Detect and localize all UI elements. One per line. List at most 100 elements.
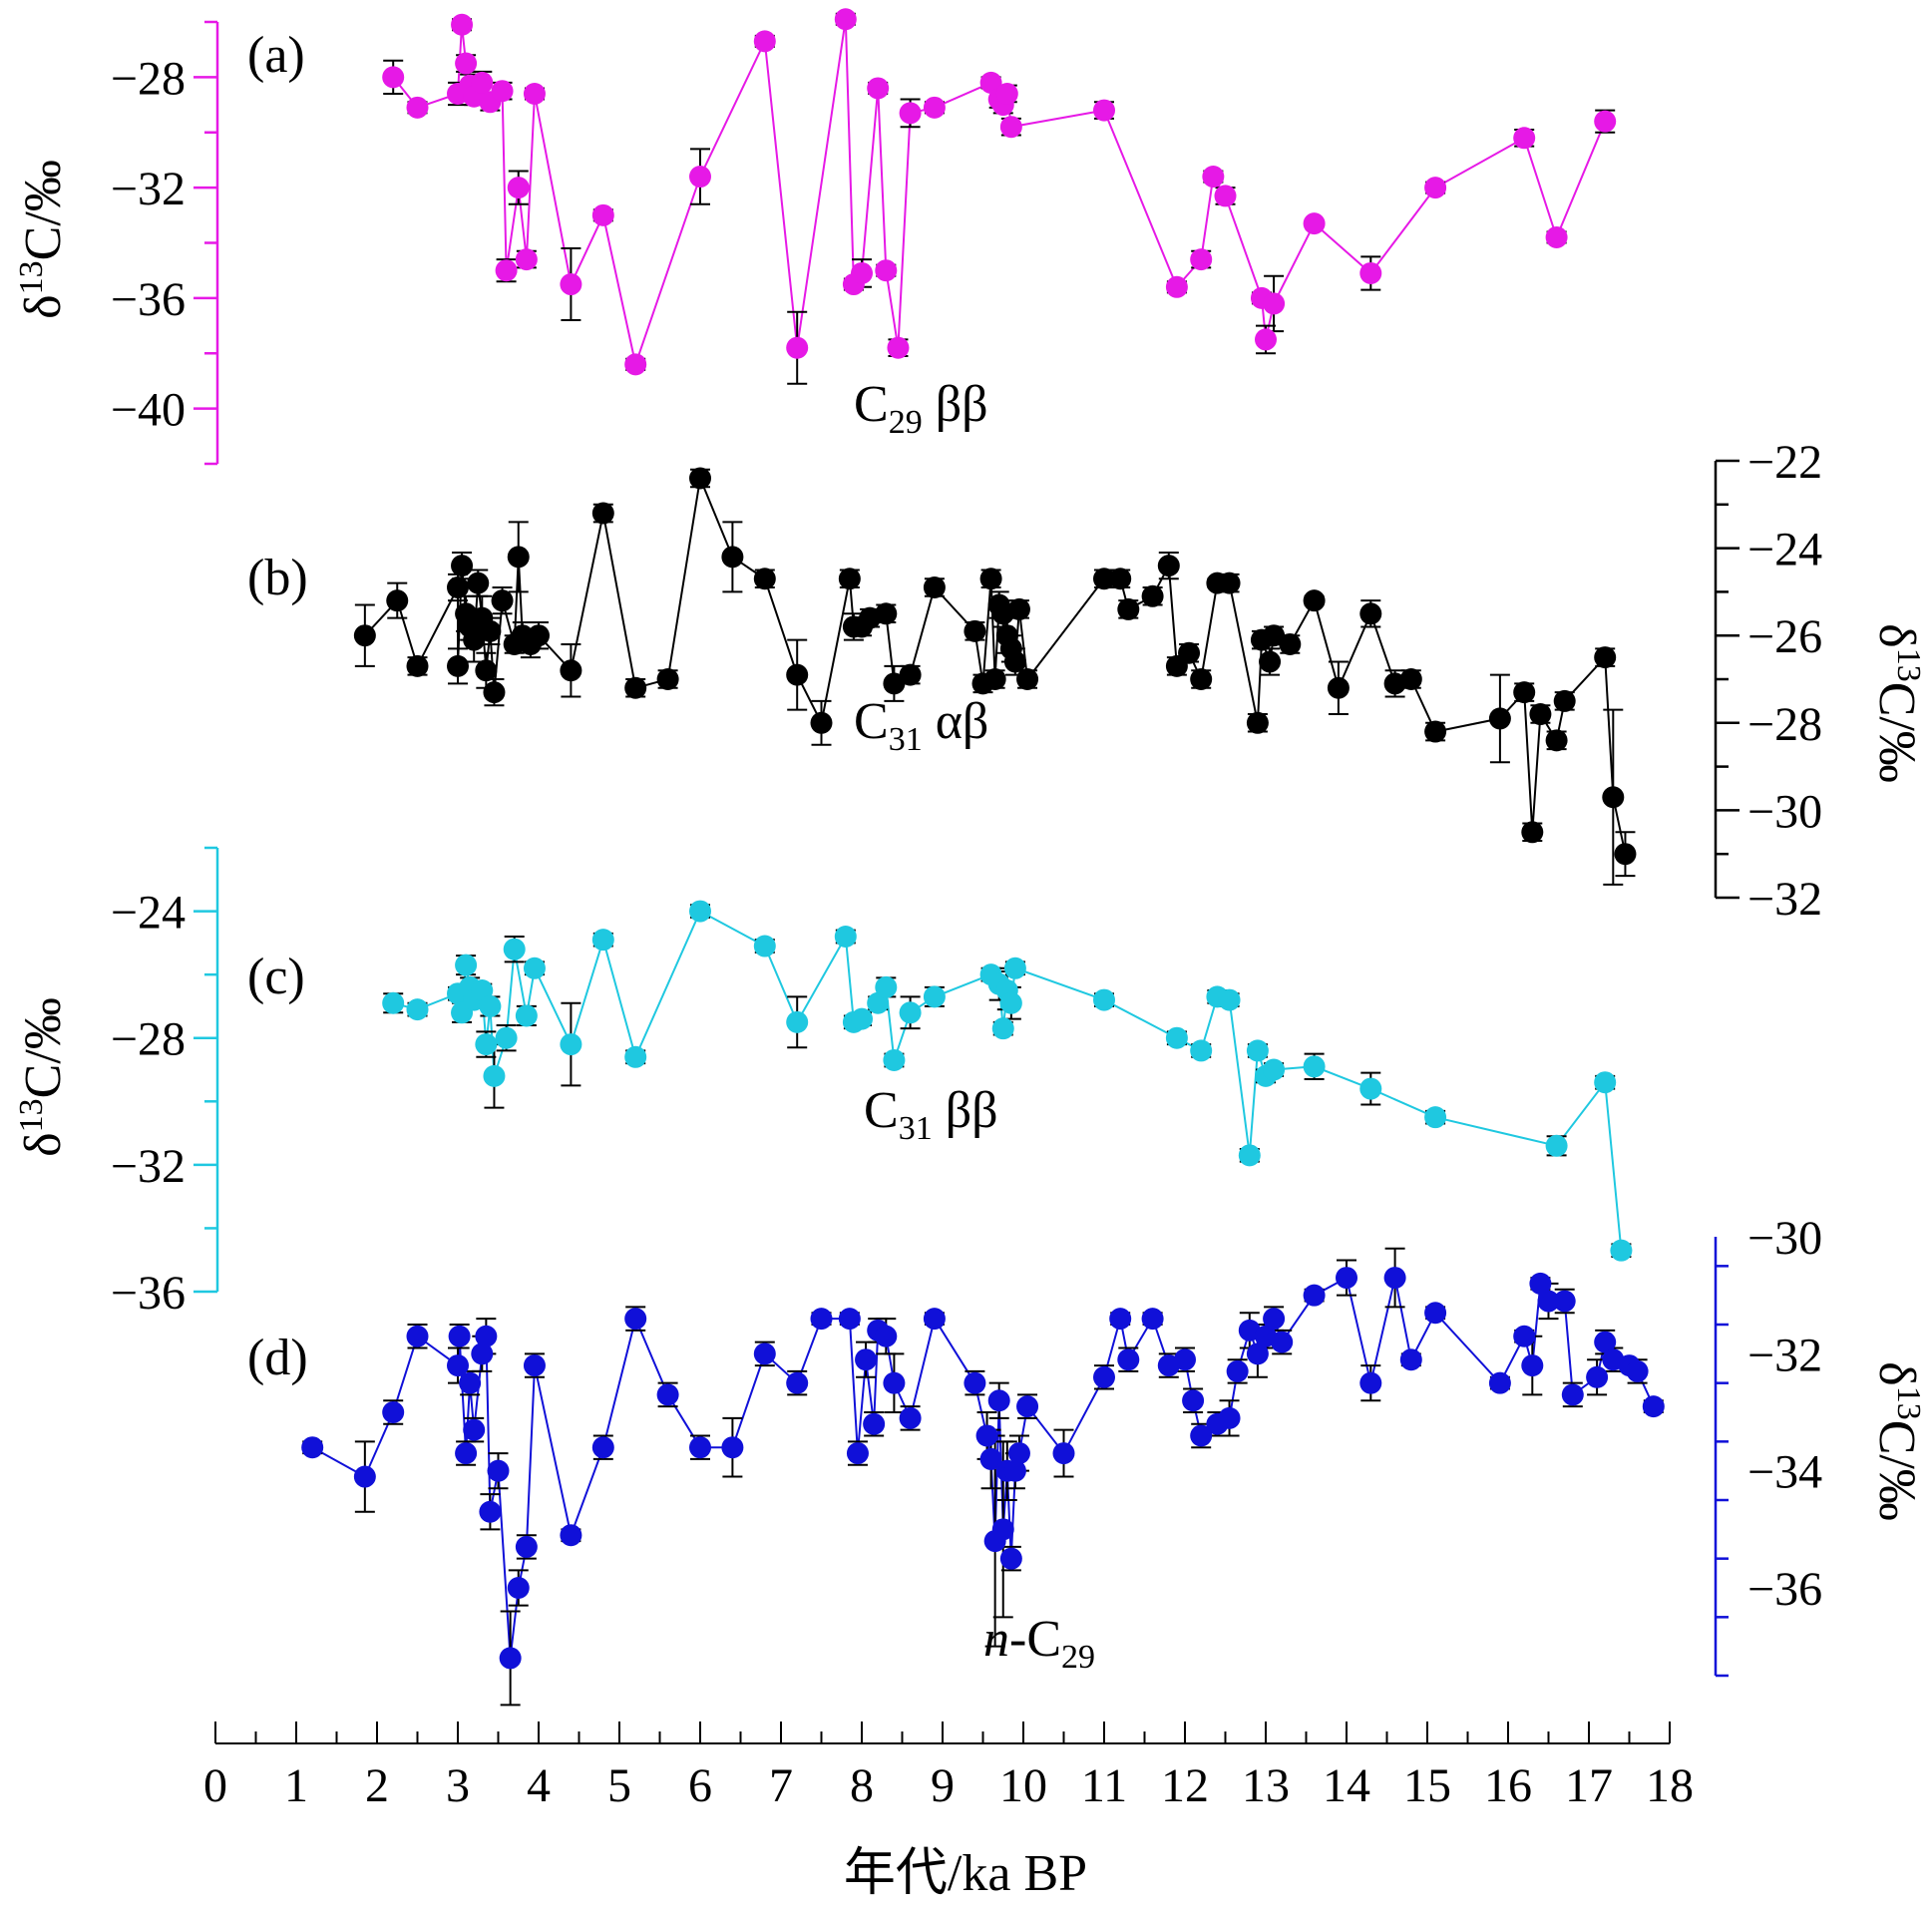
data-point [1553, 1290, 1576, 1313]
panel-label-a: (a) [247, 27, 305, 84]
data-point [999, 1547, 1022, 1570]
data-point [1521, 1354, 1544, 1377]
data-point [1263, 1308, 1286, 1331]
data-point [1190, 248, 1213, 271]
data-point [987, 1389, 1010, 1412]
data-point [507, 177, 530, 199]
data-point [1594, 1071, 1617, 1094]
data-point [753, 568, 776, 590]
x-tick-label: 14 [1323, 1759, 1370, 1812]
data-point [991, 1017, 1014, 1040]
data-point [447, 1354, 469, 1377]
data-point [624, 676, 647, 699]
data-point [838, 568, 861, 590]
data-point [975, 1424, 998, 1447]
x-tick-label: 15 [1403, 1759, 1451, 1812]
data-point [656, 1383, 679, 1406]
series-label-d: n-C29 [983, 1611, 1095, 1676]
data-point [455, 1442, 478, 1465]
data-point [923, 96, 946, 119]
data-point [467, 572, 490, 594]
data-point [1399, 1348, 1422, 1371]
data-point [875, 975, 898, 998]
x-tick-label: 13 [1242, 1759, 1290, 1812]
data-point [1093, 99, 1115, 122]
data-point [1003, 957, 1026, 979]
data-point [1246, 711, 1269, 734]
data-point [979, 568, 1002, 590]
data-point [1513, 127, 1536, 150]
data-point [463, 1418, 486, 1441]
data-point [471, 71, 494, 94]
data-point [1016, 1395, 1039, 1418]
data-point [1424, 177, 1447, 199]
data-point [923, 576, 946, 599]
data-point [786, 1371, 809, 1394]
data-point [883, 672, 906, 695]
data-point [899, 1001, 922, 1024]
data-point [689, 900, 711, 923]
data-point [721, 1436, 744, 1459]
data-point [964, 1371, 986, 1394]
data-point [1003, 650, 1026, 673]
data-point [451, 555, 474, 577]
y-tick-label: −28 [1747, 698, 1822, 751]
data-point [887, 336, 910, 359]
data-point [1424, 1106, 1447, 1129]
data-point [479, 619, 502, 642]
x-tick-label: 18 [1646, 1759, 1694, 1812]
data-point [301, 1436, 324, 1459]
data-point [475, 1033, 498, 1056]
panel-label-b: (b) [247, 550, 308, 606]
data-point [1545, 729, 1568, 752]
data-point [867, 77, 890, 100]
data-point [591, 1436, 614, 1459]
data-point [753, 935, 776, 958]
x-axis-title: 年代/ka BP [844, 1845, 1087, 1902]
series-label-b: C31 αβ [854, 693, 988, 758]
data-point [624, 1045, 647, 1068]
series-label-c: C31 ββ [864, 1082, 998, 1147]
data-point [995, 82, 1018, 105]
data-point [455, 954, 478, 976]
data-point [1178, 641, 1201, 664]
data-point [1190, 668, 1213, 690]
y-tick-label: −32 [1747, 1329, 1822, 1381]
y-tick-label: −34 [1747, 1446, 1822, 1499]
y-tick-label: −30 [1747, 1212, 1822, 1265]
panel-d: −30 −32 −34 −36 [301, 1212, 1822, 1707]
data-point [1488, 707, 1511, 730]
data-point [1259, 650, 1282, 673]
data-point [491, 589, 514, 612]
x-tick-label: 6 [688, 1759, 712, 1812]
panel-c: −24 −28 −32 −36 [111, 846, 1633, 1320]
data-point [810, 1308, 833, 1331]
data-point [923, 985, 946, 1008]
x-tick-label: 8 [850, 1759, 874, 1812]
x-tick-label: 5 [607, 1759, 631, 1812]
y-tick-label: −32 [111, 1140, 186, 1193]
series-label-a: C29 ββ [854, 376, 988, 441]
data-point [560, 1524, 582, 1547]
data-point [447, 654, 469, 677]
data-point [499, 1647, 522, 1670]
data-point [1488, 1371, 1511, 1394]
data-point [1007, 597, 1030, 620]
data-point [353, 1465, 376, 1488]
data-point [624, 353, 647, 376]
x-axis: 0 1 2 3 4 5 6 7 8 9 10 11 12 13 14 15 16 17 18 [203, 1722, 1694, 1812]
data-point [689, 467, 711, 490]
data-point [1336, 1267, 1357, 1290]
x-tick-label: 3 [446, 1759, 470, 1812]
data-point [1157, 555, 1180, 577]
x-tick-label: 11 [1081, 1759, 1127, 1812]
data-point [1594, 1331, 1617, 1353]
data-point [1303, 212, 1326, 235]
data-point [479, 994, 502, 1017]
data-point [786, 336, 809, 359]
data-point [883, 1371, 906, 1394]
data-point [1263, 292, 1286, 315]
data-point [1190, 1039, 1213, 1062]
data-point [560, 1033, 582, 1056]
